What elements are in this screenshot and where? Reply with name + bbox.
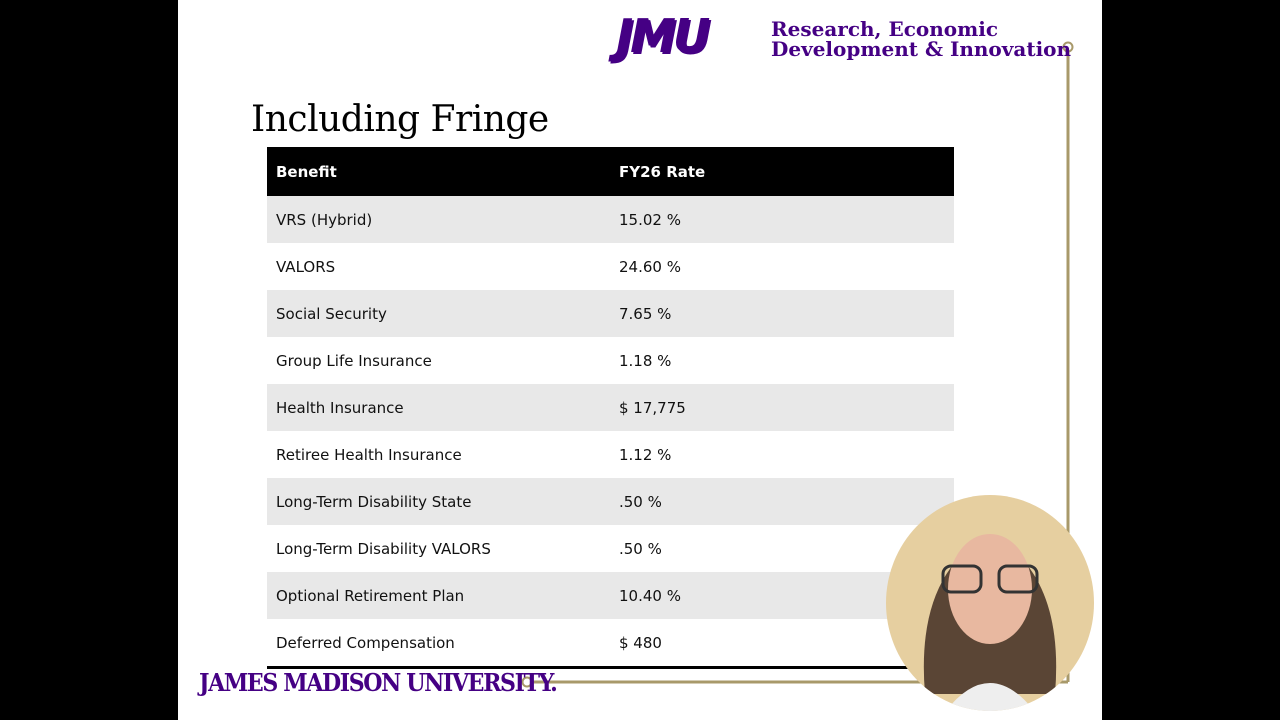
unit-name: Development & Innovation bbox=[771, 37, 1072, 61]
slide: JMU Research, Economic Development & Inn… bbox=[178, 0, 1102, 720]
table-header: Benefit FY26 Rate bbox=[267, 147, 954, 196]
table-cell: VRS (Hybrid) bbox=[276, 210, 373, 229]
table-cell: Long-Term Disability State bbox=[276, 492, 472, 511]
gold-dot bbox=[521, 676, 533, 688]
table-cell: Long-Term Disability VALORS bbox=[276, 539, 491, 558]
table-row: Long-Term Disability State .50 % bbox=[267, 478, 954, 525]
table-row: Social Security 7.65 % bbox=[267, 290, 954, 337]
table-cell: Retiree Health Insurance bbox=[276, 445, 462, 464]
table-cell: 15.02 % bbox=[619, 210, 681, 229]
table-row: Group Life Insurance 1.18 % bbox=[267, 337, 954, 384]
face bbox=[948, 534, 1032, 644]
table-cell: Social Security bbox=[276, 304, 387, 323]
footer-wordmark: JAMES MADISON UNIVERSITY. bbox=[199, 668, 558, 697]
table-cell: 1.12 % bbox=[619, 445, 672, 464]
table-cell: $ 17,775 bbox=[619, 398, 686, 417]
shirt bbox=[945, 683, 1035, 711]
logo: JMU bbox=[616, 12, 758, 60]
table-cell: .50 % bbox=[619, 492, 662, 511]
table-cell: 1.18 % bbox=[619, 351, 672, 370]
table-cell: Health Insurance bbox=[276, 398, 404, 417]
glasses bbox=[941, 564, 983, 594]
unit-name: Research, Economic bbox=[771, 17, 999, 41]
table-cell: Optional Retirement Plan bbox=[276, 586, 465, 605]
slide-title: Including Fringe bbox=[251, 99, 549, 140]
column-header: FY26 Rate bbox=[619, 162, 706, 181]
table-row: Long-Term Disability VALORS .50 % bbox=[267, 525, 954, 572]
glasses bbox=[997, 564, 1039, 594]
webcam bbox=[886, 495, 1094, 711]
table-cell: 24.60 % bbox=[619, 257, 681, 276]
table-cell: VALORS bbox=[276, 257, 336, 276]
table-cell: Deferred Compensation bbox=[276, 633, 455, 652]
table-cell: Group Life Insurance bbox=[276, 351, 432, 370]
table-cell: 10.40 % bbox=[619, 586, 681, 605]
table: Benefit FY26 Rate VRS (Hybrid) 15.02 % VALOR… bbox=[267, 147, 954, 669]
column-header: Benefit bbox=[276, 162, 337, 181]
table-row: VRS (Hybrid) 15.02 % bbox=[267, 196, 954, 243]
table-cell: $ 480 bbox=[619, 633, 662, 652]
gold-dot bbox=[1062, 41, 1074, 53]
table-row: VALORS 24.60 % bbox=[267, 243, 954, 290]
table-cell: .50 % bbox=[619, 539, 662, 558]
table-row: Retiree Health Insurance 1.12 % bbox=[267, 431, 954, 478]
table-cell: 7.65 % bbox=[619, 304, 672, 323]
table-row: Health Insurance $ 17,775 bbox=[267, 384, 954, 431]
table-row: Optional Retirement Plan 10.40 % bbox=[267, 572, 954, 619]
table-row: Deferred Compensation $ 480 bbox=[267, 619, 954, 666]
